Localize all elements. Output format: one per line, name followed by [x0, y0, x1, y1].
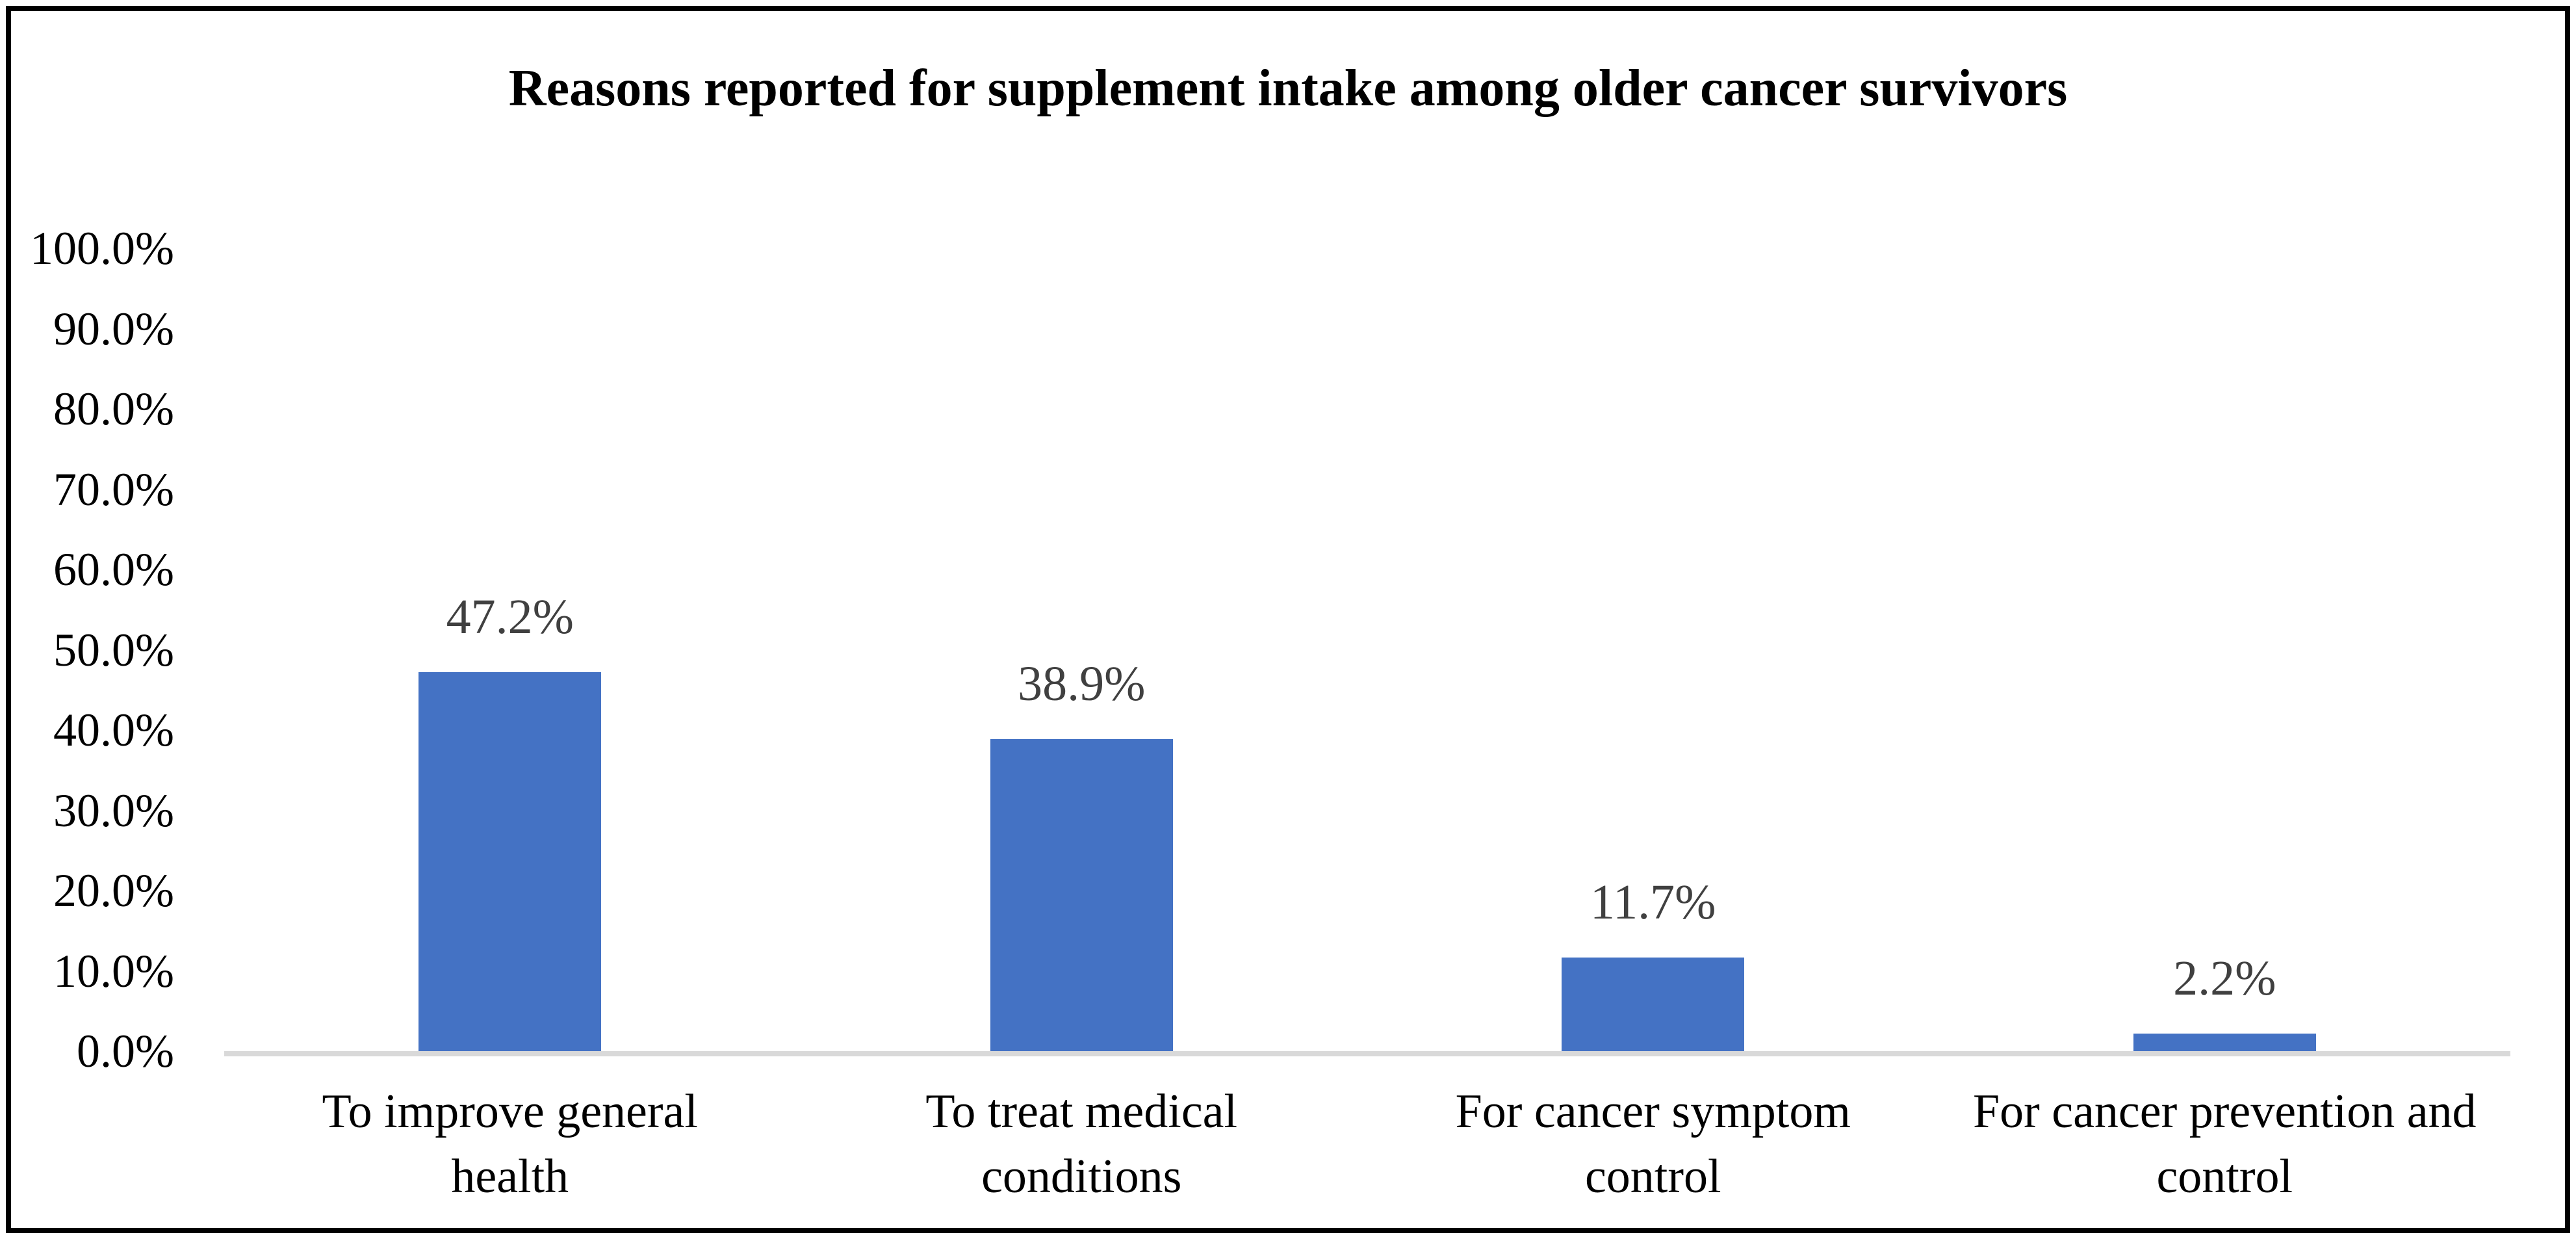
- bar-value-label: 47.2%: [446, 590, 574, 645]
- bar-value-label: 2.2%: [2173, 950, 2276, 1006]
- x-axis-line: [224, 1051, 2510, 1056]
- y-tick-label: 40.0%: [53, 704, 174, 756]
- category-label: To improve general health: [322, 1085, 698, 1203]
- bar: [2133, 1033, 2316, 1051]
- bar-value-label: 38.9%: [1018, 656, 1146, 711]
- y-tick-label: 20.0%: [53, 865, 174, 917]
- bar-value-label: 11.7%: [1590, 874, 1716, 930]
- y-tick-label: 60.0%: [53, 543, 174, 595]
- y-tick-label: 70.0%: [53, 463, 174, 515]
- y-tick-label: 30.0%: [53, 784, 174, 837]
- category-label: To treat medical conditions: [925, 1085, 1238, 1203]
- y-tick-label: 0.0%: [77, 1025, 174, 1077]
- y-tick-label: 100.0%: [30, 222, 174, 274]
- y-tick-label: 50.0%: [53, 623, 174, 676]
- y-tick-label: 10.0%: [53, 945, 174, 997]
- bar: [1562, 957, 1745, 1051]
- bar: [419, 672, 602, 1051]
- y-tick-label: 90.0%: [53, 302, 174, 355]
- chart-title: Reasons reported for supplement intake a…: [508, 60, 2068, 117]
- category-label: For cancer prevention and control: [1972, 1085, 2477, 1203]
- category-label: For cancer symptom control: [1455, 1085, 1851, 1203]
- y-tick-label: 80.0%: [53, 383, 174, 435]
- bar: [990, 738, 1173, 1051]
